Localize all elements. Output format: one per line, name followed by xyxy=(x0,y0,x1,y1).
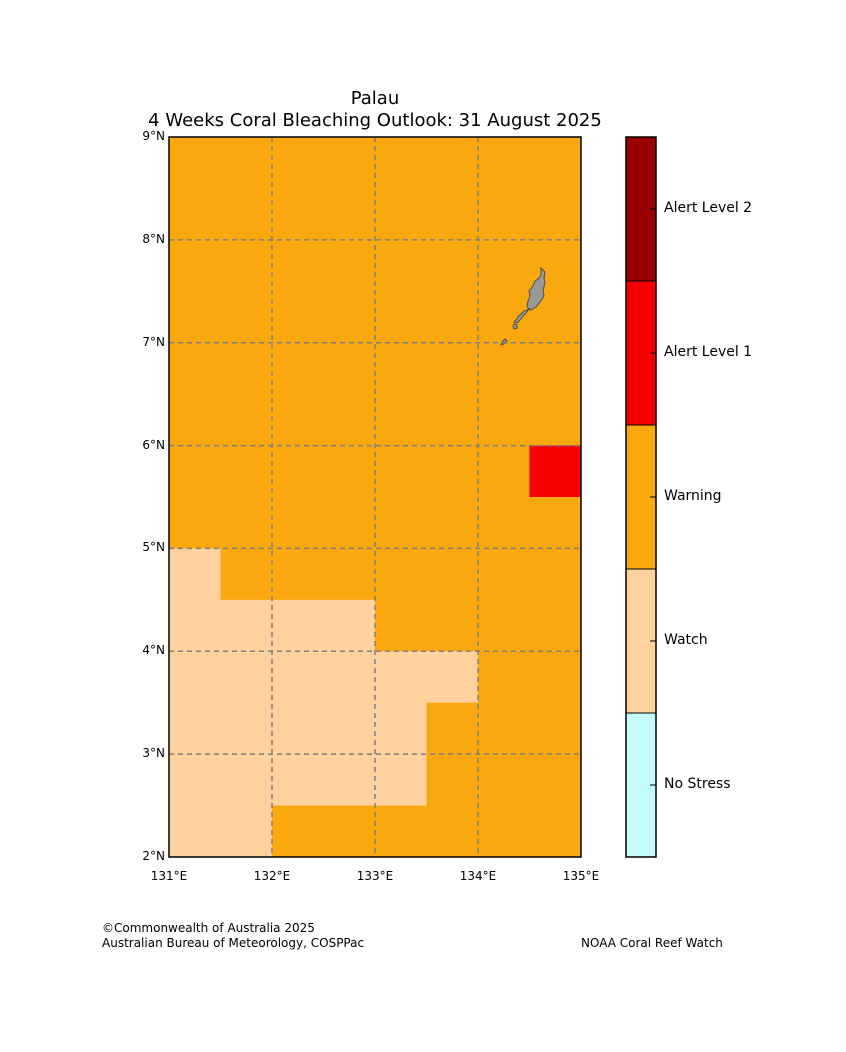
longitude-tick-label: 132°E xyxy=(253,869,291,883)
latitude-tick-label: 5°N xyxy=(142,540,165,555)
legend-label: No Stress xyxy=(664,776,731,792)
legend-label: Warning xyxy=(664,488,722,504)
latitude-tick-label: 8°N xyxy=(142,231,165,246)
alert-cell-watch xyxy=(272,599,375,806)
legend-label: Alert Level 1 xyxy=(664,344,753,360)
map-region-title: Palau xyxy=(350,88,400,109)
peleliu-island xyxy=(512,323,518,330)
latitude-tick-label: 3°N xyxy=(142,746,165,761)
alert-cell-watch xyxy=(375,651,427,806)
koror-islands xyxy=(513,307,531,324)
palau-islands xyxy=(500,266,546,346)
longitude-tick-label: 133°E xyxy=(356,869,394,883)
alert-cell-watch xyxy=(169,548,221,857)
copyright-text: ©Commonwealth of Australia 2025 xyxy=(102,921,315,935)
alert-cell-watch xyxy=(220,599,272,857)
longitude-tick-label: 135°E xyxy=(562,869,600,883)
latitude-tick-label: 6°N xyxy=(142,437,165,452)
legend-colorbar xyxy=(625,136,657,858)
longitude-tick-label: 131°E xyxy=(150,869,188,883)
noaa-credit-text: NOAA Coral Reef Watch xyxy=(581,936,723,950)
map-frame xyxy=(168,136,582,858)
alert-cell-watch xyxy=(426,651,478,703)
longitude-tick-label: 134°E xyxy=(459,869,497,883)
alert-cell-alert-level-1 xyxy=(529,445,581,497)
map-outlook-title: 4 Weeks Coral Bleaching Outlook: 31 Augu… xyxy=(148,110,602,131)
legend-label: Alert Level 2 xyxy=(664,200,753,216)
legend-label: Watch xyxy=(664,632,708,648)
latitude-tick-label: 2°N xyxy=(142,849,165,863)
latitude-tick-label: 7°N xyxy=(142,334,165,349)
latitude-tick-label: 4°N xyxy=(142,643,165,658)
lat-lon-gridlines xyxy=(169,137,581,857)
latitude-tick-label: 9°N xyxy=(142,129,165,143)
agencies-text: Australian Bureau of Meteorology, COSPPa… xyxy=(102,936,365,950)
legend-frame xyxy=(625,136,657,858)
